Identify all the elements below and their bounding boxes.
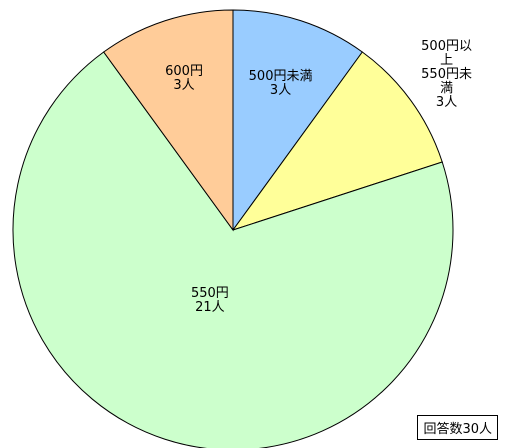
category-label: 550円 xyxy=(190,286,229,302)
pie-slice xyxy=(12,51,454,448)
slice-label: 500円以上 550円未満 3人 xyxy=(415,38,478,110)
annotation: 回答数30人 xyxy=(417,415,498,440)
pie-slice xyxy=(231,51,443,231)
value-label: 3人 xyxy=(173,78,195,94)
value-label: 3人 xyxy=(435,94,458,110)
category-label: 500円未満 xyxy=(248,68,313,84)
category-label: 500円以上 550円未満 xyxy=(421,38,472,96)
slice-label: 500円未満 3人 xyxy=(248,68,313,98)
value-label: 3人 xyxy=(269,82,292,98)
category-label: 600円 xyxy=(165,64,203,80)
pie-slice xyxy=(232,9,364,232)
slice-label: 600円 3人 xyxy=(165,65,203,93)
pie-slice xyxy=(102,9,234,232)
slice-label: 550円 21人 xyxy=(191,287,229,315)
value-label: 21人 xyxy=(195,300,225,316)
